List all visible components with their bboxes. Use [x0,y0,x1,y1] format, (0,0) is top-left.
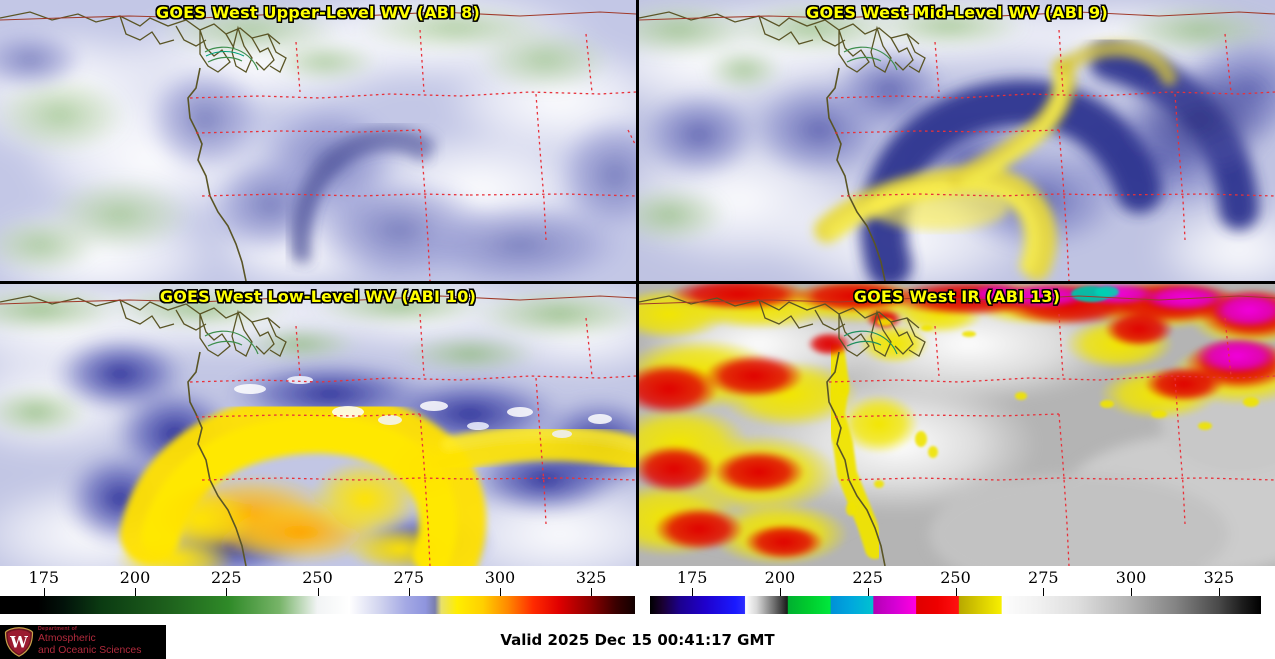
colorbar-tick [591,588,593,597]
colorbar-tick [317,588,319,597]
colorbar-tick [779,588,781,597]
colorbar-tick [1043,588,1045,597]
colorbar-tick-label: 325 [1203,568,1235,587]
panel-ir[interactable]: GOES West IR (ABI 13) [639,284,1275,566]
ir-colorbar-group: 175 200 225 250 275 300 325 [638,566,1275,625]
wv-colorbar-group: 175 200 225 250 275 300 325 [0,566,637,625]
colorbar-tick [43,588,45,597]
satellite-image-low-level-wv [0,284,636,566]
panel-title-upper-level-wv: GOES West Upper-Level WV (ABI 8) [156,3,480,22]
colorbar-tick [1218,588,1220,597]
colorbar-tick [135,588,137,597]
colorbar-tick-label: 300 [484,568,516,587]
uw-aos-logo[interactable]: W Department of Atmospheric and Oceanic … [0,625,166,659]
colorbar-tick [1131,588,1133,597]
ir-colorbar-labels: 175 200 225 250 275 300 325 [638,568,1275,590]
colorbar-tick-label: 250 [302,568,333,587]
ir-colorbar-ticks [638,588,1275,598]
colorbar-tick [867,588,869,597]
colorbar-tick-label: 225 [210,568,242,587]
panel-upper-level-wv[interactable]: GOES West Upper-Level WV (ABI 8) [0,0,636,281]
panel-title-mid-level-wv: GOES West Mid-Level WV (ABI 9) [806,3,1108,22]
colorbar-tick-label: 200 [764,568,796,587]
panel-mid-level-wv[interactable]: GOES West Mid-Level WV (ABI 9) [639,0,1275,281]
footer: W Department of Atmospheric and Oceanic … [0,625,1275,659]
satellite-image-ir [639,284,1275,566]
panel-title-low-level-wv: GOES West Low-Level WV (ABI 10) [159,287,477,306]
colorbar-tick-label: 275 [393,568,425,587]
colorbar-tick [408,588,410,597]
satellite-image-mid-level-wv [639,0,1275,281]
colorbar-tick [955,588,957,597]
svg-text:W: W [9,632,28,651]
valid-time-label: Valid 2025 Dec 15 00:41:17 GMT [500,631,775,649]
colorbar-tick [692,588,694,597]
colorbar-tick-label: 200 [119,568,151,587]
ir-colorbar [650,596,1261,614]
colorbar-tick-label: 175 [676,568,708,587]
colorbar-tick-label: 275 [1028,568,1059,587]
colorbar-tick-label: 225 [852,568,883,587]
wv-colorbar-labels: 175 200 225 250 275 300 325 [0,568,637,590]
colorbar-tick-label: 300 [1115,568,1147,587]
wv-colorbar [0,596,635,614]
wv-colorbar-ticks [0,588,637,598]
colorbar-tick [226,588,228,597]
logo-text-block: Department of Atmospheric and Oceanic Sc… [38,626,164,658]
satellite-panel-grid: GOES West Upper-Level WV (ABI 8) [0,0,1275,566]
panel-low-level-wv[interactable]: GOES West Low-Level WV (ABI 10) [0,284,636,566]
colorbar-tick [499,588,501,597]
logo-line-department: Department of [38,626,78,632]
colorbar-zone: 175 200 225 250 275 300 325 175 200 225 250 275 300… [0,566,1275,625]
uw-crest-icon: W [4,627,34,657]
colorbar-tick-label: 325 [575,568,607,587]
satellite-image-upper-level-wv [0,0,636,281]
colorbar-tick-label: 250 [940,568,971,587]
colorbar-tick-label: 175 [28,568,60,587]
logo-line-atmospheric: Atmospheric [38,633,96,644]
logo-line-oceanic: and Oceanic Sciences [38,644,142,656]
panel-title-ir: GOES West IR (ABI 13) [853,287,1061,306]
